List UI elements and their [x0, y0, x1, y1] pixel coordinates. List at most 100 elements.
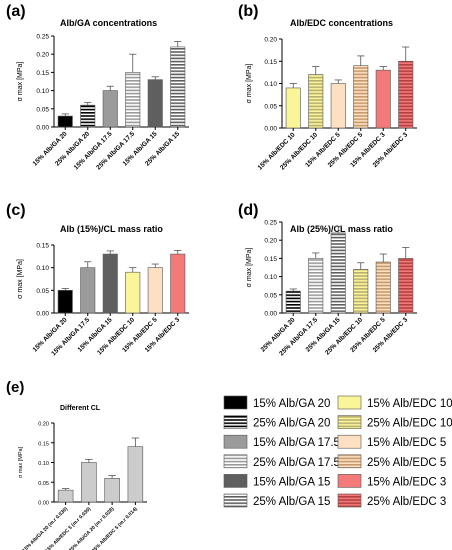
x-tick-label: 25% Alb/EDC 5 (m.r 0.014) — [91, 506, 139, 550]
bar — [353, 269, 369, 314]
bar — [57, 489, 74, 503]
y-axis-label: σ max [MPa] — [246, 64, 253, 104]
y-tick-label: 0.15 — [264, 59, 277, 66]
bar — [330, 232, 346, 314]
bar — [285, 87, 301, 129]
bar — [57, 115, 73, 128]
y-tick-label: 0.05 — [38, 481, 49, 487]
legend-swatch — [337, 474, 362, 488]
y-tick-label: 0.20 — [38, 422, 49, 428]
bar — [125, 72, 141, 128]
y-tick-label: 0.05 — [36, 106, 49, 113]
legend-swatch — [223, 415, 248, 429]
y-tick-label: 0.20 — [264, 37, 277, 44]
y-tick-label: 0.00 — [264, 126, 277, 133]
panel-label: (c) — [6, 202, 26, 219]
legend-swatch — [223, 434, 248, 449]
bar — [330, 83, 346, 129]
y-tick-label: 0.00 — [38, 501, 49, 507]
chart-title: Alb (25%)/CL mass ratio — [290, 224, 393, 234]
y-tick-label: 0.10 — [38, 461, 49, 467]
bar — [398, 60, 414, 129]
bar — [375, 69, 391, 129]
x-tick-label: 25% Alb/GA 20 (m.r 0.028) — [68, 506, 116, 550]
y-tick-label: 0.20 — [36, 52, 49, 59]
panel-label: (b) — [238, 3, 258, 20]
y-tick-label: 0.10 — [36, 88, 49, 95]
chart-title: Alb (15%)/CL mass ratio — [60, 224, 163, 234]
legend-swatch — [337, 454, 362, 469]
panel-label: (a) — [6, 3, 26, 20]
y-tick-label: 0.15 — [36, 243, 49, 250]
chart-panel-3: (d) Alb (25%)/CL mass ratio 0.00 0.05 0.10 0.… — [238, 202, 417, 357]
chart-panel-1: (b) Alb/EDC concentrations 0.00 0.05 0.10 0.1… — [238, 3, 417, 172]
legend-swatch — [337, 395, 362, 410]
bar — [57, 290, 73, 314]
y-tick-label: 0.10 — [264, 274, 277, 281]
bar — [285, 290, 301, 314]
bar — [125, 271, 141, 314]
legend-swatch — [223, 493, 248, 508]
bar — [398, 258, 414, 314]
bar — [147, 267, 163, 314]
legend-swatch — [223, 474, 248, 488]
bar — [127, 446, 144, 503]
legend-label: 25% Alb/EDC 3 — [367, 496, 446, 508]
legend-swatch — [337, 493, 362, 508]
y-axis-label: σ max [MPa] — [17, 62, 24, 102]
legend-swatch — [337, 434, 362, 449]
y-tick-label: 0.15 — [264, 256, 277, 263]
chart-panel-4: (e) Different CL 0.00 0.05 0.10 0.15 0.20 σ max… — [6, 379, 147, 550]
legend-swatch — [337, 415, 362, 429]
legend-label: 25% Alb/GA 17.5 — [253, 457, 340, 469]
legend: 15% Alb/GA 20 25% Alb/GA 20 15% Alb/GA 17.… — [223, 395, 452, 508]
bar — [170, 46, 186, 128]
legend-label: 25% Alb/EDC 10 — [367, 418, 452, 430]
legend-label: 25% Alb/GA 15 — [253, 496, 330, 508]
bar — [80, 104, 96, 128]
bar — [80, 267, 96, 314]
legend-swatch — [223, 454, 248, 469]
y-tick-label: 0.10 — [36, 265, 49, 272]
bar — [170, 253, 186, 314]
x-tick-label: 15% Alb/EDC 5 (m.r 0.030) — [44, 506, 92, 550]
y-axis-label: σ max [MPa] — [18, 446, 24, 478]
legend-label: 15% Alb/EDC 10 — [367, 398, 452, 410]
panel-label: (e) — [6, 379, 24, 396]
y-tick-label: 0.25 — [36, 34, 49, 41]
y-tick-label: 0.00 — [36, 311, 49, 318]
bar — [308, 74, 324, 129]
legend-label: 15% Alb/GA 17.5 — [253, 437, 340, 449]
bar — [102, 90, 118, 128]
y-tick-label: 0.25 — [264, 220, 277, 227]
legend-label: 15% Alb/GA 15 — [253, 476, 330, 488]
y-axis-label: σ max [MPa] — [246, 248, 253, 288]
legend-label: 15% Alb/EDC 5 — [367, 437, 446, 449]
y-tick-label: 0.15 — [36, 70, 49, 77]
y-tick-label: 0.05 — [264, 103, 277, 110]
bar — [353, 65, 369, 129]
panel-label: (d) — [238, 202, 258, 219]
chart-panel-2: (c) Alb (15%)/CL mass ratio 0.00 0.05 0.10 0.… — [6, 202, 189, 357]
y-tick-label: 0.10 — [264, 81, 277, 88]
bar — [308, 258, 324, 314]
chart-panel-0: (a) Alb/GA concentrations 0.00 0.05 0.10 0.15… — [6, 3, 189, 171]
bar — [81, 462, 97, 503]
y-axis-label: σ max [MPa] — [17, 259, 24, 299]
y-tick-label: 0.20 — [264, 238, 277, 245]
y-tick-label: 0.05 — [36, 288, 49, 295]
y-tick-label: 0.00 — [36, 125, 49, 132]
bar — [375, 261, 391, 314]
y-tick-label: 0.00 — [264, 311, 277, 318]
bar — [147, 79, 163, 128]
y-tick-label: 0.15 — [38, 441, 49, 447]
x-tick-label: 15% Alb/EDC 10 — [257, 131, 297, 171]
chart-title: Different CL — [60, 405, 101, 412]
chart-title: Alb/GA concentrations — [60, 18, 157, 28]
chart-title: Alb/EDC concentrations — [290, 18, 393, 28]
legend-swatch — [223, 395, 248, 410]
legend-label: 15% Alb/GA 20 — [253, 398, 330, 410]
bar — [102, 253, 118, 314]
bar — [104, 477, 120, 503]
